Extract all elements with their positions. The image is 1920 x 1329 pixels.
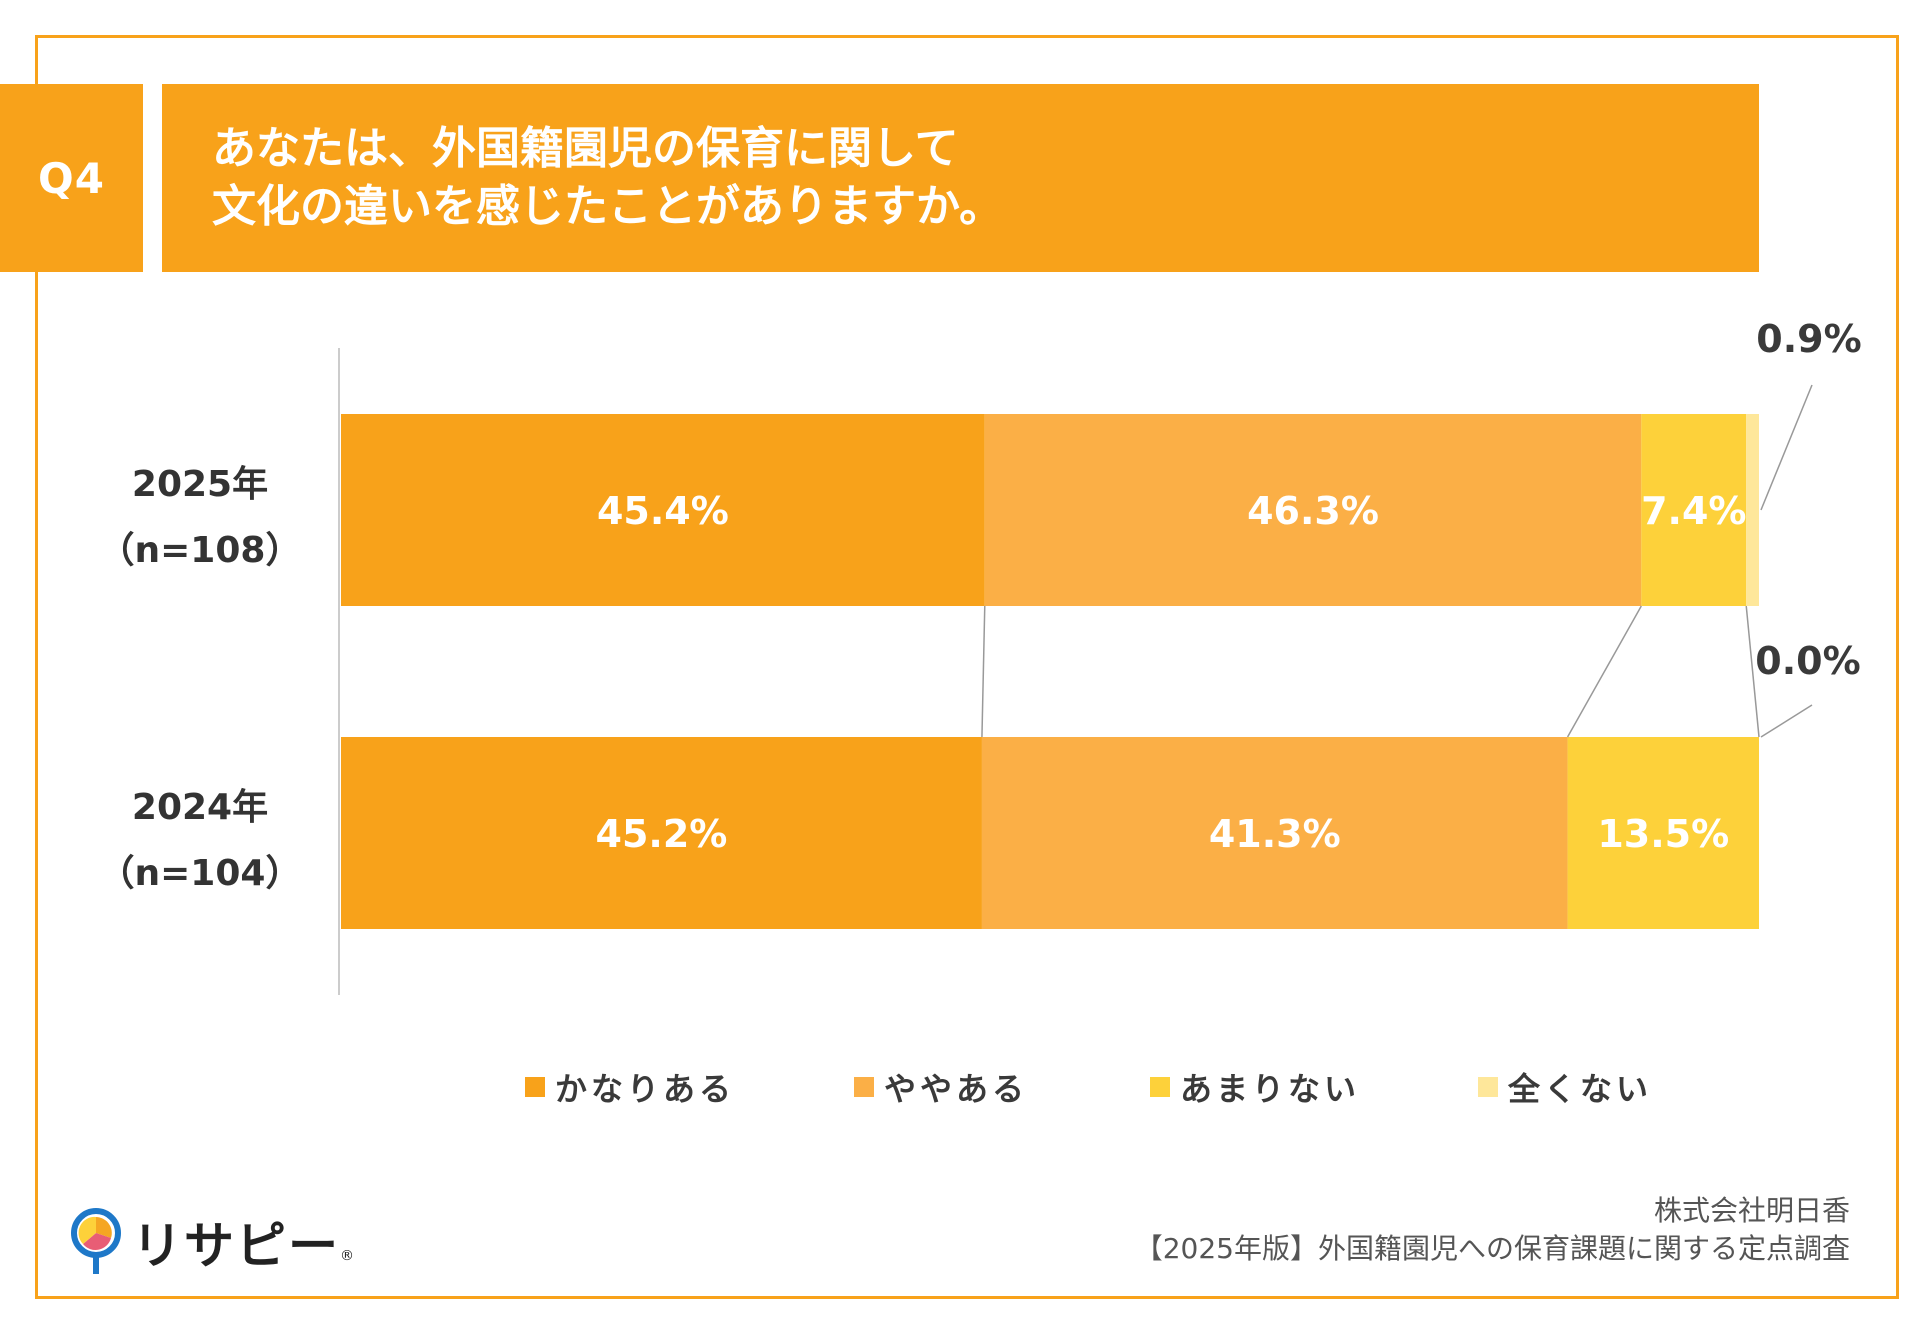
- source-credit: 株式会社明日香 【2025年版】外国籍園児への保育課題に関する定点調査: [1135, 1192, 1850, 1268]
- legend-item-3: 全くない: [1478, 1062, 1652, 1112]
- legend-item-2: あまりない: [1150, 1062, 1360, 1112]
- data-label-0-1: 46.3%: [1247, 489, 1379, 533]
- bar-0-0: [341, 414, 985, 606]
- category-label-0-1: （n=108）: [99, 530, 302, 571]
- category-label-1-1: （n=104）: [99, 853, 302, 894]
- callout-line-0-3: [1760, 384, 1813, 511]
- logo-text: リサピー: [132, 1217, 340, 1275]
- bar-0-2: [1641, 414, 1747, 606]
- series-connector-2: [1745, 605, 1760, 738]
- brand-logo: リサピー ®: [70, 1206, 354, 1278]
- legend-label-1: ややある: [884, 1070, 1029, 1108]
- data-label-0-3: 0.9%: [1756, 317, 1861, 361]
- bar-1-2: [1567, 737, 1759, 929]
- legend: かなりある ややある あまりない 全くない: [0, 1062, 1920, 1112]
- legend-item-0: かなりある: [525, 1062, 735, 1112]
- question-badge: Q4: [0, 84, 143, 272]
- data-label-0-2: 7.4%: [1641, 489, 1746, 533]
- data-label-1-1: 41.3%: [1209, 812, 1341, 856]
- data-label-1-2: 13.5%: [1597, 812, 1729, 856]
- data-label-1-0: 45.2%: [596, 812, 728, 856]
- survey-name: 【2025年版】外国籍園児への保育課題に関する定点調査: [1134, 1232, 1850, 1265]
- legend-swatch-0: [525, 1077, 545, 1097]
- bar-1-0: [341, 737, 982, 929]
- bar-1-1: [981, 737, 1568, 929]
- legend-item-1: ややある: [854, 1062, 1028, 1112]
- legend-swatch-2: [1150, 1077, 1170, 1097]
- title-line-1: あなたは、外国籍園児の保育に関して: [212, 123, 959, 174]
- legend-label-3: 全くない: [1508, 1070, 1653, 1108]
- category-label-1-0: 2024年: [132, 787, 268, 828]
- legend-label-0: かなりある: [555, 1070, 736, 1108]
- title-line-2: 文化の違いを感じたことがありますか。: [212, 181, 1004, 232]
- callout-line-1-3: [1760, 704, 1813, 738]
- data-label-0-0: 45.4%: [597, 489, 729, 533]
- title-bar: あなたは、外国籍園児の保育に関して 文化の違いを感じたことがありますか。: [162, 84, 1759, 272]
- logo-pin-icon: [71, 1208, 121, 1274]
- category-label-0-0: 2025年: [132, 464, 268, 505]
- bar-0-1: [984, 414, 1642, 606]
- data-label-1-3: 0.0%: [1755, 639, 1860, 683]
- company-name: 株式会社明日香: [1653, 1194, 1850, 1227]
- legend-swatch-3: [1478, 1077, 1498, 1097]
- chart-frame: [35, 35, 1899, 1299]
- bar-0-3: [1746, 414, 1759, 606]
- series-connector-1: [1566, 605, 1642, 738]
- legend-label-2: あまりない: [1180, 1070, 1361, 1108]
- legend-swatch-1: [854, 1077, 874, 1097]
- logo-registered: ®: [340, 1248, 354, 1264]
- series-connector-0: [981, 605, 986, 738]
